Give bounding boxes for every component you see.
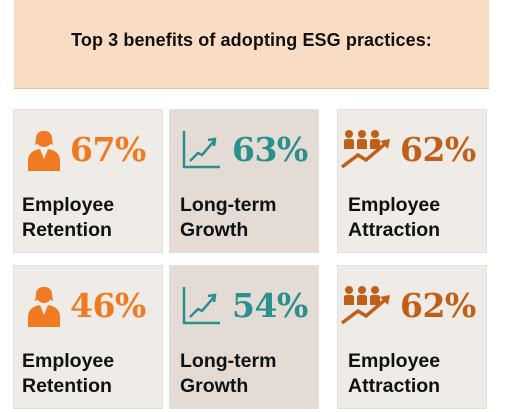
stat-card-employee-attraction: 62% Employee Attraction bbox=[338, 110, 486, 252]
header-banner: Top 3 benefits of adopting ESG practices… bbox=[14, 0, 489, 89]
group-arrow-icon bbox=[340, 127, 400, 171]
stat-label: Long-term Growth bbox=[180, 194, 277, 241]
stat-card-employee-attraction: 62% Employee Attraction bbox=[338, 266, 486, 408]
stat-label: Employee Retention bbox=[22, 194, 115, 241]
person-icon bbox=[22, 283, 66, 327]
stat-card-employee-retention: 67% Employee Retention bbox=[14, 110, 162, 252]
stat-value: 63% bbox=[232, 129, 308, 169]
group-arrow-icon bbox=[340, 283, 400, 327]
person-icon bbox=[22, 127, 66, 171]
stat-value: 54% bbox=[232, 285, 308, 325]
stat-label: Employee Attraction bbox=[348, 194, 441, 241]
stat-label: Long-term Growth bbox=[180, 350, 277, 397]
stat-value: 62% bbox=[400, 129, 476, 169]
stat-value: 67% bbox=[70, 129, 146, 169]
stat-label: Employee Attraction bbox=[348, 350, 441, 397]
growth-chart-icon bbox=[180, 127, 224, 171]
growth-chart-icon bbox=[180, 283, 224, 327]
stat-value: 46% bbox=[70, 285, 146, 325]
stat-label: Employee Retention bbox=[22, 350, 115, 397]
page-title: Top 3 benefits of adopting ESG practices… bbox=[71, 29, 432, 50]
stat-card-long-term-growth: 63% Long-term Growth bbox=[170, 110, 318, 252]
stat-card-employee-retention: 46% Employee Retention bbox=[14, 266, 162, 408]
stat-card-long-term-growth: 54% Long-term Growth bbox=[170, 266, 318, 408]
stat-value: 62% bbox=[400, 285, 476, 325]
